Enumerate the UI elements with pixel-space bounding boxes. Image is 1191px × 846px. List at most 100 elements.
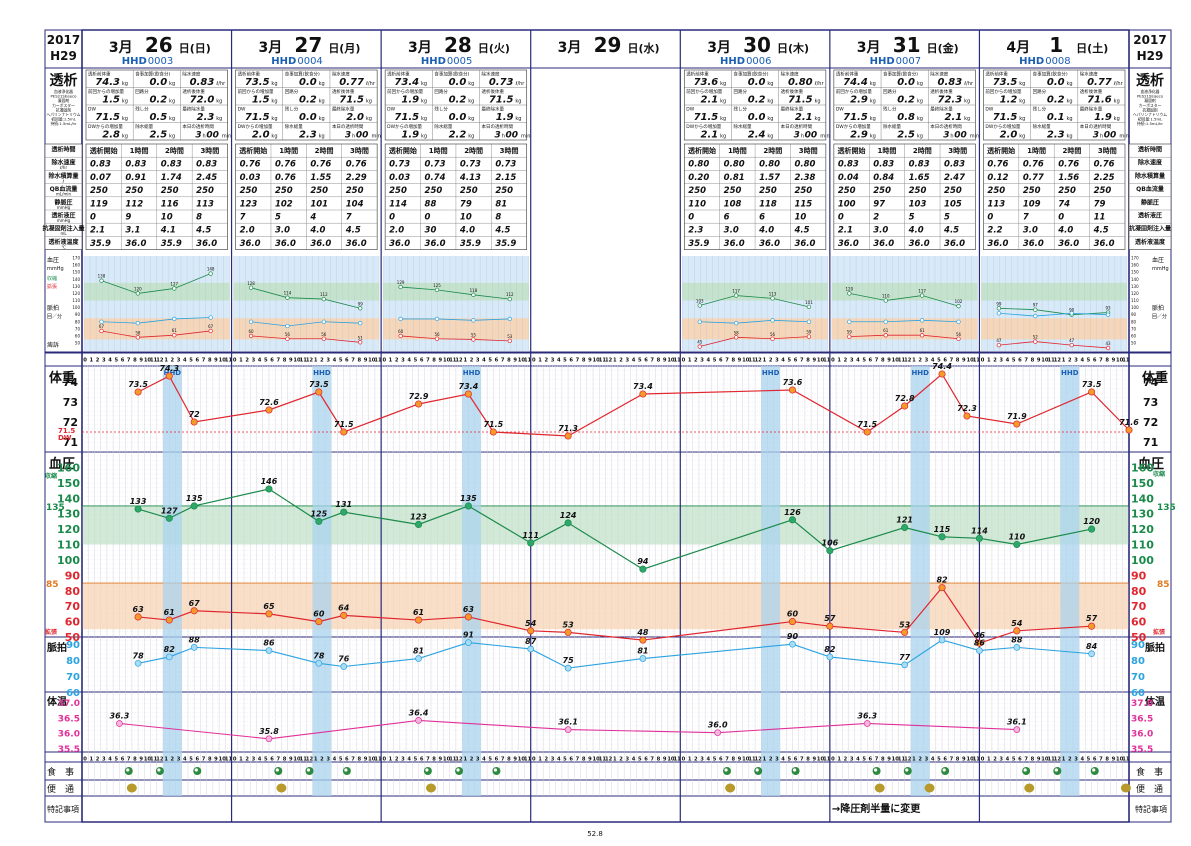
pulse-data-label: 76: [338, 655, 350, 664]
hhd-code: HHD: [421, 56, 446, 67]
weight-point: [901, 402, 909, 410]
info-value-gain_meal: 0.0: [748, 77, 766, 88]
small-axis-tick: 60: [75, 333, 81, 338]
unit-kg: ℓ/hr: [1113, 81, 1124, 87]
table-cell: 7: [1023, 213, 1029, 223]
hour-tick-label: 9: [1037, 757, 1041, 763]
meal-row-label: 食 事: [47, 766, 74, 778]
side-info-line: ヘパリンナトリウム: [1133, 112, 1167, 117]
info-field-label: 残し分: [883, 106, 897, 113]
hour-tick-label: 1: [463, 358, 467, 364]
hour-tick-label: 1: [987, 358, 991, 364]
day-number: 30: [743, 33, 771, 57]
table-cell: 4.5: [345, 226, 361, 236]
hour-tick-label: 1: [763, 358, 767, 364]
bp-axis-tick: 80: [65, 585, 81, 598]
table-cell: 0: [90, 213, 96, 223]
systolic-data-label: 114: [971, 526, 988, 535]
small-sys-label: 112: [320, 292, 328, 297]
pulse-axis-tick: 90: [66, 640, 80, 651]
table-cell: 0: [425, 213, 431, 223]
hour-tick-label: 5: [1087, 358, 1091, 364]
bowel-icon: [1120, 783, 1131, 793]
unit-kg: kg: [870, 99, 876, 105]
dw-label: DW: [58, 434, 72, 442]
hour-tick-label: 4: [482, 358, 486, 364]
hour-tick-label: 7: [875, 358, 879, 364]
info-value-from_dw: 2.8: [102, 130, 120, 141]
pulse-point: [190, 644, 198, 651]
diastolic-point: [639, 636, 647, 644]
info-value-from_dw: 1.9: [401, 130, 419, 141]
temp-point: [714, 729, 722, 737]
weight-data-label: 71.5: [334, 420, 354, 429]
hour-tick-label: 4: [557, 358, 561, 364]
info-value-times: 0.2: [149, 95, 167, 106]
hour-tick-label: 2: [769, 757, 773, 763]
info-field-label: 除水総量: [733, 123, 751, 130]
hour-tick-label: 5: [264, 358, 268, 364]
hour-tick-label: 3: [551, 757, 555, 763]
pulse-point: [527, 645, 535, 653]
table-cell: 250: [275, 186, 293, 196]
hour-tick-label: 0: [981, 358, 985, 364]
info-field-label: 除水総量: [434, 123, 452, 130]
info-field-label: 除水総量: [1033, 123, 1051, 130]
hour-tick-label: 1: [463, 757, 467, 763]
hour-tick-label: 2: [171, 358, 175, 364]
table-cell: 4.0: [908, 226, 924, 236]
hour-tick-label: 12: [755, 358, 763, 364]
info-field-label: DW: [985, 107, 993, 113]
table-cell: 2.29: [346, 173, 367, 183]
small-sys-label: 138: [98, 274, 106, 279]
hour-tick-label: 7: [950, 757, 954, 763]
info-field-label: 除水総量: [883, 123, 901, 130]
hour-tick-label: 4: [258, 358, 262, 364]
table-cell: 0.81: [724, 173, 745, 183]
temp-axis-tick: 36.0: [1131, 730, 1153, 740]
row-unit: mL/min: [56, 192, 71, 197]
temp-point: [863, 720, 871, 727]
side-info-line: カーボスター: [52, 103, 75, 108]
table-cell: 6: [724, 213, 730, 223]
hour-tick-label: 8: [432, 757, 436, 763]
unit-kg: kg: [1066, 116, 1072, 122]
hour-tick-label: 10: [892, 358, 900, 364]
small-axis-tick: 140: [72, 277, 80, 282]
diastolic-data-label: 53: [899, 620, 911, 629]
small-axis-tick: 80: [1131, 319, 1137, 324]
bp-axis-tick: 90: [1131, 569, 1147, 582]
bp-axis-tick: 150: [1131, 477, 1154, 490]
hour-tick-label: 10: [518, 757, 526, 763]
info-value-times: 0.2: [1047, 95, 1065, 106]
small-dia-line: [699, 336, 809, 347]
small-dia-label: 56: [956, 332, 962, 337]
table-cell: 4.0: [459, 226, 475, 236]
table-cell: 0.04: [838, 173, 859, 183]
small-sys-label: 113: [769, 291, 777, 296]
bp-axis-tick: 120: [1131, 523, 1154, 536]
day-weekday: 日(金): [927, 41, 959, 55]
table-cell: 7: [346, 213, 352, 223]
special-note: →降圧剤半量に変更: [832, 802, 921, 815]
hour-tick-label: 4: [407, 757, 411, 763]
table-cell: 35.9: [460, 239, 481, 249]
info-field-label: DW: [836, 107, 844, 113]
small-dia-point: [471, 337, 476, 342]
small-sys-point: [847, 291, 852, 296]
info-value-dw: 71.5: [993, 112, 1018, 123]
small-pul-point: [883, 319, 888, 324]
small-dia-label: 59: [806, 330, 812, 335]
unit-kg: kg: [169, 134, 175, 140]
table-cell: 0.76: [310, 160, 331, 170]
bp-axis-tick: 140: [1131, 492, 1154, 505]
table-cell: 1.55: [310, 173, 331, 183]
table-cell: 36.0: [196, 239, 217, 249]
info-value-gain_meal: 0.0: [449, 77, 467, 88]
session-hours: 3: [494, 131, 500, 141]
weight-axis-tick: 71: [1143, 436, 1158, 449]
systolic-data-label: 115: [934, 525, 951, 534]
hour-tick-label: 2: [993, 757, 997, 763]
weight-data-label: 72: [189, 410, 201, 419]
hour-tick-label: 2: [619, 757, 623, 763]
